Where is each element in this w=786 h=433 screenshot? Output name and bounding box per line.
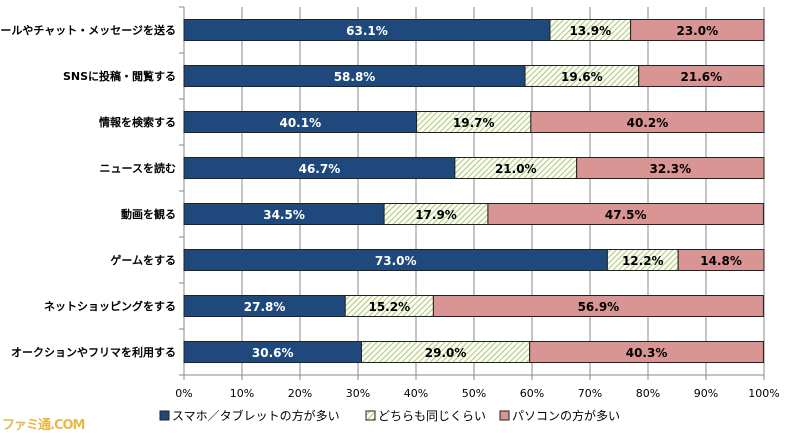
- legend-swatch: [159, 410, 170, 421]
- data-label: 34.5%: [263, 208, 305, 222]
- x-tick-label: 60%: [520, 387, 544, 400]
- data-label: 27.8%: [244, 300, 286, 314]
- bar-segment: [530, 111, 765, 133]
- bar-segment: [638, 65, 765, 87]
- legend-label: スマホ／タブレットの方が多い: [172, 408, 340, 423]
- data-label: 15.2%: [368, 300, 410, 314]
- data-label: 21.0%: [495, 162, 537, 176]
- data-label: 30.6%: [252, 346, 294, 360]
- category-label: ゲームをする: [110, 253, 176, 267]
- data-label: 21.6%: [681, 70, 723, 84]
- data-label: 32.3%: [650, 162, 692, 176]
- x-tick-label: 90%: [694, 387, 718, 400]
- legend-label: パソコンの方が多い: [512, 408, 620, 423]
- legend-swatch: [499, 410, 510, 421]
- data-label: 17.9%: [415, 208, 457, 222]
- x-tick-label: 100%: [748, 387, 779, 400]
- x-tick-label: 40%: [404, 387, 428, 400]
- category-label: オークションやフリマを利用する: [11, 345, 176, 359]
- category-label: SNSに投稿・閲覧する: [63, 69, 176, 83]
- legend-swatch: [365, 410, 376, 421]
- data-label: 63.1%: [346, 24, 388, 38]
- bar-segment: [677, 249, 765, 271]
- bar-segment: [487, 203, 764, 225]
- data-label: 13.9%: [569, 24, 611, 38]
- data-label: 40.1%: [279, 116, 321, 130]
- category-label: 動画を観る: [121, 207, 176, 221]
- data-label: 14.8%: [700, 254, 742, 268]
- data-label: 19.6%: [561, 70, 603, 84]
- x-tick-label: 30%: [346, 387, 370, 400]
- data-label: 46.7%: [299, 162, 341, 176]
- bar-segment: [529, 341, 764, 363]
- data-label: 12.2%: [622, 254, 664, 268]
- category-label: ネットショッピングをする: [44, 299, 176, 313]
- data-label: 47.5%: [605, 208, 647, 222]
- data-label: 29.0%: [425, 346, 467, 360]
- category-label: 情報を検索する: [99, 115, 176, 129]
- bar-segment: [432, 295, 764, 317]
- watermark-logo: ファミ通.COM: [2, 418, 85, 433]
- data-label: 56.9%: [578, 300, 620, 314]
- bar-segment: [576, 157, 765, 179]
- data-label: 73.0%: [375, 254, 417, 268]
- x-tick-label: 70%: [578, 387, 602, 400]
- data-label: 23.0%: [676, 24, 718, 38]
- category-label: メールやチャット・メッセージを送る: [0, 23, 176, 37]
- data-label: 40.3%: [626, 346, 668, 360]
- data-label: 58.8%: [334, 70, 376, 84]
- x-tick-label: 10%: [230, 387, 254, 400]
- x-tick-label: 20%: [288, 387, 312, 400]
- data-label: 19.7%: [453, 116, 495, 130]
- bar-segment: [630, 19, 765, 41]
- x-tick-label: 80%: [636, 387, 660, 400]
- data-label: 40.2%: [627, 116, 669, 130]
- x-tick-label: 50%: [462, 387, 486, 400]
- x-tick-label: 0%: [175, 387, 192, 400]
- category-label: ニュースを読む: [100, 161, 176, 175]
- legend-label: どちらも同じくらい: [378, 409, 486, 423]
